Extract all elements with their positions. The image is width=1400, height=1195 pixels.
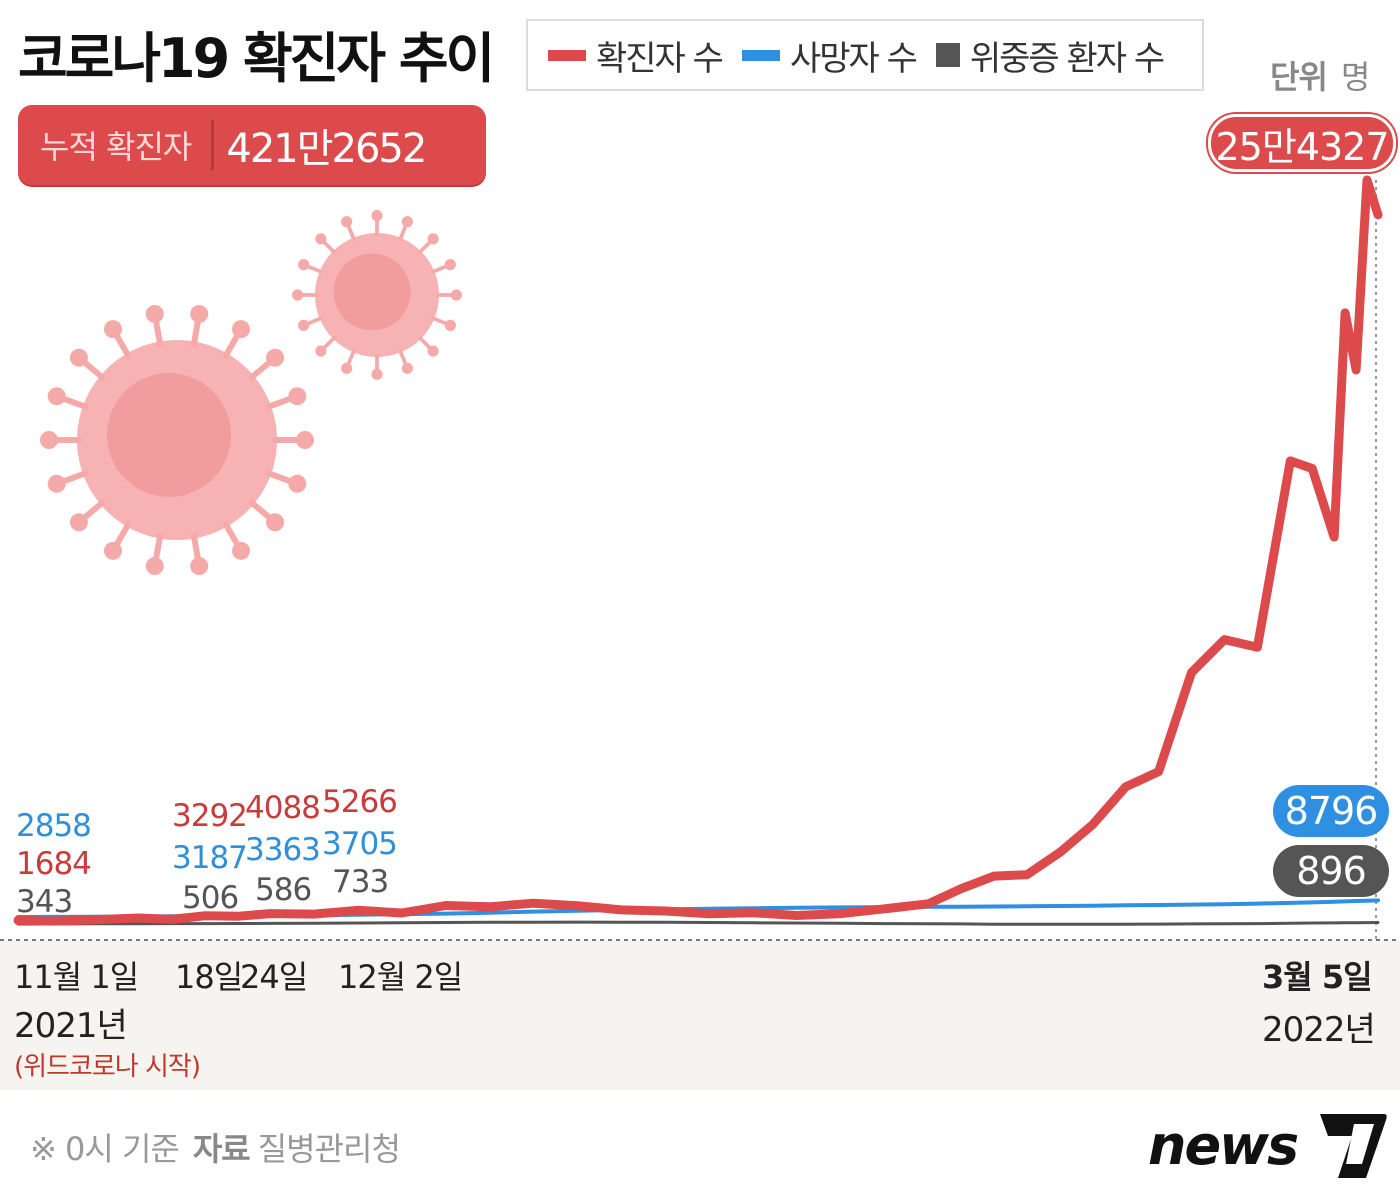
x-tick-24: 24일: [240, 958, 308, 996]
x-axis-band: [0, 940, 1400, 1090]
cumulative-divider: [211, 120, 215, 170]
virus-spike-tip: [266, 513, 285, 532]
coronavirus-icon-large: [40, 304, 314, 576]
virus-spike-tip: [298, 319, 310, 331]
data-label-confirmed-1: 3292: [172, 798, 248, 834]
legend-item-critical: 위중증 환자 수: [935, 31, 1165, 80]
source-label: 자료: [192, 1130, 251, 1168]
unit-value: 명: [1340, 58, 1370, 96]
x-end-year: 2022년: [1262, 1010, 1376, 1050]
series-line-confirmed: [13, 175, 1383, 926]
virus-spike-tip: [296, 431, 314, 449]
data-label-critical-0: 343: [16, 884, 73, 920]
legend-label-critical: 위중증 환자 수: [969, 38, 1165, 79]
x-start-year: 2021년: [14, 1006, 128, 1046]
data-label-critical-2: 586: [255, 872, 312, 908]
virus-spike-tip: [292, 289, 304, 301]
with-corona-note: (위드코로나 시작): [14, 1052, 201, 1082]
legend-label-deaths: 사망자 수: [789, 38, 918, 79]
data-label-confirmed-3: 5266: [322, 784, 398, 820]
virus-spike-tip: [427, 233, 439, 245]
legend-swatch-confirmed: [548, 49, 586, 61]
cumulative-badge: 누적 확진자 421만2652: [18, 105, 486, 185]
series-layer: [13, 175, 1383, 926]
coronavirus-icon-small: [292, 210, 462, 380]
x-tick-dec2: 12월 2일: [338, 958, 463, 996]
peak-confirmed-callout: 25만4327: [1208, 114, 1396, 172]
virus-spike-tip: [298, 259, 310, 271]
virus-spike-tip: [315, 345, 327, 357]
footer-note: ※ 0시 기준 자료 질병관리청: [30, 1124, 401, 1170]
cumulative-value: 421만2652: [226, 126, 427, 172]
cumulative-label: 누적 확진자: [40, 128, 192, 166]
data-label-deaths-3: 3705: [322, 826, 398, 862]
virus-spike-tip: [145, 557, 164, 576]
virus-spike-tip: [69, 513, 88, 532]
virus-spike-tip: [145, 304, 164, 323]
end-deaths-callout: 8796: [1273, 785, 1389, 837]
virus-spike-tip: [40, 431, 58, 449]
data-label-critical-1: 506: [182, 880, 239, 916]
legend-swatch-critical: [935, 43, 960, 67]
legend-item-deaths: 사망자 수: [741, 31, 918, 80]
data-label-confirmed-0: 1684: [16, 846, 92, 882]
virus-spike-tip: [371, 210, 383, 222]
virus-spike-tip: [444, 319, 456, 331]
virus-spike-tip: [47, 387, 66, 406]
data-label-confirmed-2: 4088: [245, 790, 321, 826]
x-tick-18: 18일: [175, 958, 243, 996]
virus-spike-tip: [401, 216, 413, 228]
virus-spike-tip: [266, 348, 285, 367]
virus-spike-tip: [104, 320, 122, 339]
series-line-critical: [16, 920, 1380, 926]
legend: 확진자 수 사망자 수 위중증 환자 수: [526, 19, 1204, 91]
legend-item-confirmed: 확진자 수: [548, 31, 724, 80]
chart-title: 코로나19 확진자 추이: [18, 27, 495, 90]
virus-spike-tip: [444, 259, 456, 271]
virus-core: [107, 373, 231, 497]
x-tick-nov1: 11월 1일: [14, 958, 139, 996]
virus-spike-tip: [47, 474, 66, 493]
unit-prefix: 단위: [1270, 58, 1328, 96]
data-label-critical-3: 733: [332, 864, 389, 900]
x-tick-mar5: 3월 5일: [1262, 958, 1373, 996]
virus-spike-tip: [288, 474, 307, 493]
virus-spike-tip: [190, 557, 209, 576]
virus-spike-tip: [450, 289, 462, 301]
virus-spike-tip: [232, 541, 250, 560]
legend-swatch-deaths: [741, 49, 780, 61]
virus-core: [333, 253, 411, 331]
virus-spike-tip: [427, 345, 439, 357]
basis-note: ※ 0시 기준: [30, 1130, 180, 1168]
data-label-deaths-2: 3363: [245, 832, 321, 868]
source-name: 질병관리청: [257, 1130, 401, 1168]
news1-mark-cutout: [1346, 1124, 1374, 1164]
virus-spike-tip: [69, 348, 88, 367]
news1-logo: news: [1148, 1114, 1387, 1178]
data-label-deaths-0: 2858: [16, 808, 92, 844]
data-label-deaths-1: 3187: [172, 840, 248, 876]
virus-spike-tip: [401, 362, 413, 374]
legend-label-confirmed: 확진자 수: [596, 38, 724, 79]
unit-label: 단위 명: [1270, 52, 1370, 98]
virus-spike-tip: [371, 368, 383, 380]
news1-wordmark: news: [1148, 1114, 1298, 1177]
virus-spike-tip: [315, 233, 327, 245]
virus-spike-tip: [341, 216, 353, 228]
virus-spike-tip: [341, 362, 353, 374]
virus-spike-tip: [288, 387, 307, 406]
virus-spike-tip: [104, 541, 122, 560]
virus-spike-tip: [190, 304, 209, 323]
end-critical-callout: 896: [1273, 845, 1389, 897]
virus-spike-tip: [232, 320, 250, 339]
